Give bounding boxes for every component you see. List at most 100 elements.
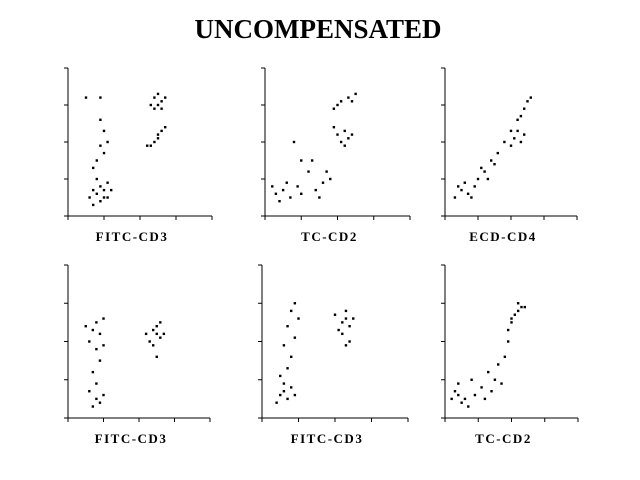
point [160, 100, 163, 103]
point [487, 370, 490, 374]
point [526, 100, 529, 103]
point [343, 144, 346, 147]
point [520, 305, 523, 309]
point [290, 386, 293, 389]
point [144, 332, 148, 336]
point [450, 397, 453, 401]
point [99, 118, 102, 121]
point [339, 100, 343, 103]
point [297, 317, 300, 320]
point [473, 393, 477, 397]
point [490, 390, 493, 393]
point [286, 367, 289, 370]
point [516, 309, 520, 313]
point [102, 196, 106, 199]
point [95, 382, 98, 385]
point [457, 185, 460, 188]
point [354, 92, 357, 96]
point [310, 159, 314, 162]
point [160, 107, 163, 110]
point [159, 321, 162, 324]
point [164, 96, 167, 99]
point [483, 170, 486, 173]
x-axis-label: TC-CD2 [301, 229, 358, 244]
point [153, 140, 156, 144]
point [516, 118, 519, 121]
point [92, 203, 95, 207]
point [529, 96, 532, 99]
point [286, 325, 289, 328]
point [493, 378, 497, 381]
point [343, 129, 346, 133]
point [463, 397, 467, 401]
point [350, 133, 354, 136]
point [510, 317, 513, 320]
point [318, 196, 321, 199]
point [344, 309, 348, 313]
point [500, 382, 503, 385]
point [348, 325, 351, 328]
point [476, 177, 480, 181]
point [457, 393, 460, 397]
point [91, 370, 95, 374]
point [149, 144, 152, 147]
point [91, 405, 95, 408]
point [271, 185, 274, 188]
point [152, 344, 155, 347]
point [292, 140, 296, 144]
point [506, 328, 510, 332]
point [513, 313, 517, 316]
point [314, 188, 317, 192]
point [102, 344, 105, 347]
point [473, 185, 476, 188]
point [95, 397, 98, 401]
point [102, 151, 106, 155]
point [95, 192, 98, 195]
point [91, 328, 95, 332]
point [293, 302, 297, 305]
point [293, 336, 297, 339]
point [337, 328, 340, 332]
point [506, 340, 510, 343]
point [333, 313, 337, 316]
point [453, 196, 457, 199]
point [281, 188, 285, 192]
point [350, 100, 354, 103]
point [160, 129, 163, 133]
x-axis-label: FITC-CD3 [96, 229, 169, 244]
point [95, 177, 98, 181]
point [480, 166, 483, 170]
point [146, 144, 149, 147]
point [509, 129, 513, 133]
point [279, 374, 282, 378]
point [282, 390, 286, 393]
point [347, 137, 350, 140]
point [523, 107, 526, 110]
point [99, 185, 102, 188]
point [470, 378, 473, 381]
point [519, 140, 523, 144]
point [110, 188, 113, 192]
point [519, 114, 523, 118]
point [486, 177, 490, 181]
point [279, 393, 282, 397]
point [92, 166, 95, 170]
point [162, 332, 166, 336]
point [289, 196, 292, 199]
point [106, 196, 109, 199]
point [325, 170, 328, 173]
point [99, 144, 102, 147]
point [159, 336, 162, 339]
point [503, 355, 507, 358]
point [95, 159, 98, 162]
point [106, 140, 109, 144]
point [278, 200, 281, 203]
point [463, 181, 466, 184]
point [99, 96, 102, 99]
point [152, 328, 155, 332]
point [155, 332, 158, 336]
point [98, 359, 102, 362]
point [95, 347, 98, 351]
point [153, 96, 156, 99]
